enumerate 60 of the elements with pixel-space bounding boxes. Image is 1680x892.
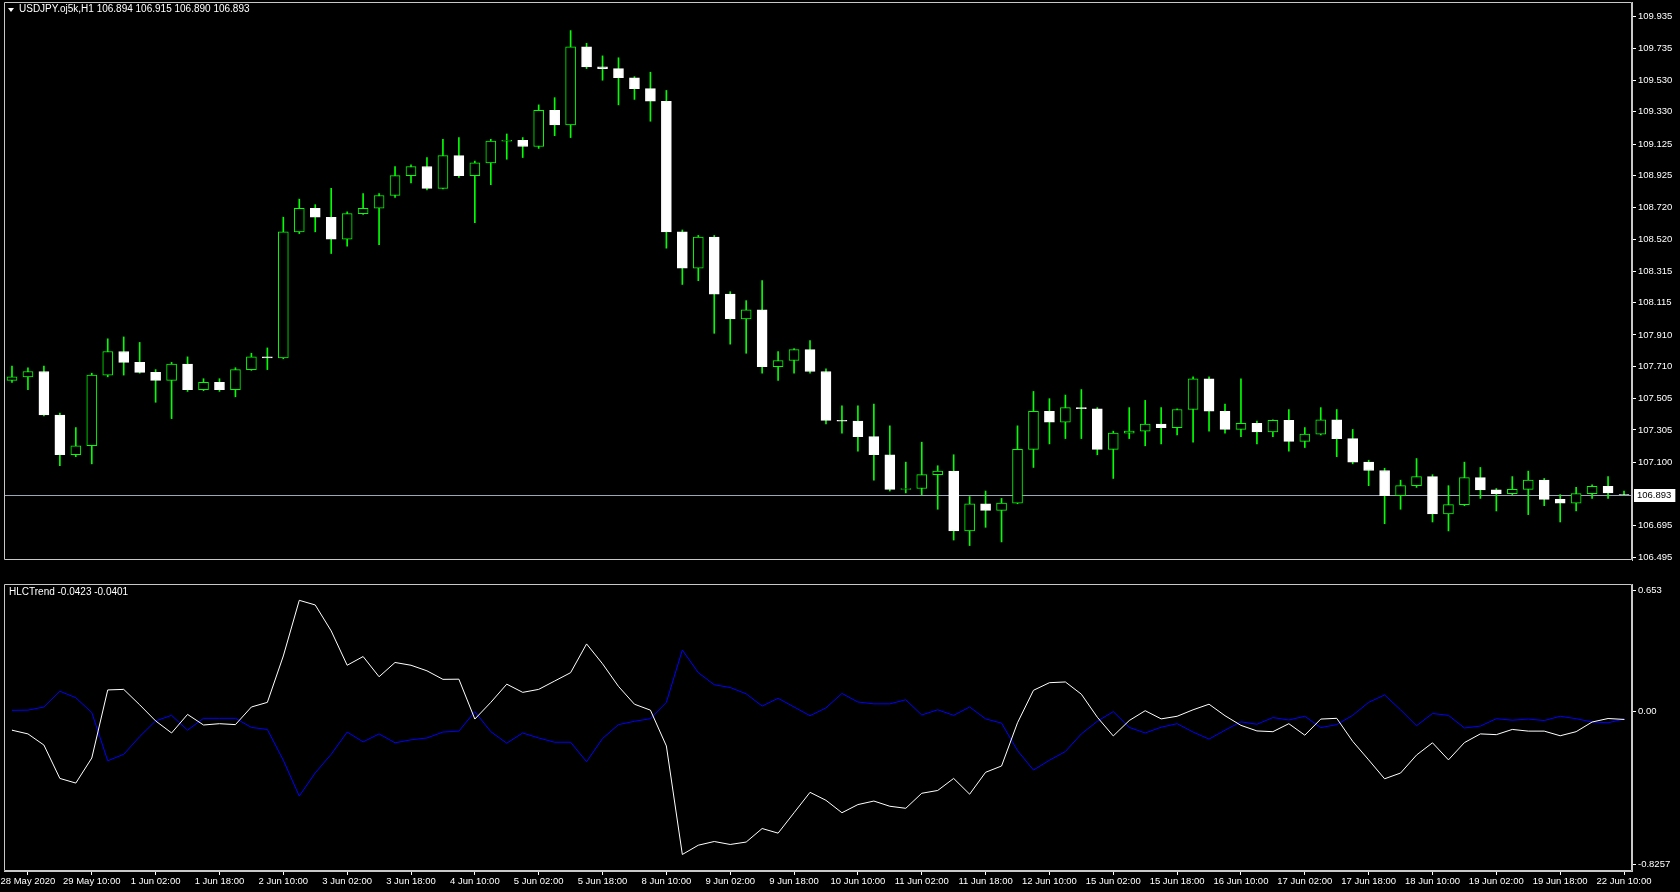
y-tick-label: 107.910 [1638,328,1673,340]
y-tick-label: 106.695 [1638,519,1673,531]
x-tick-label: 15 Jun 02:00 [1085,875,1141,887]
candlestick [740,300,752,354]
y-tick-label: 0.653 [1638,584,1662,596]
x-tick-label: 4 Jun 10:00 [450,875,500,887]
x-tick-label: 19 Jun 18:00 [1532,875,1588,887]
y-tick-label: 107.100 [1638,455,1673,467]
x-tick-label: 28 May 2020 [0,875,56,887]
y-tick-label: 106.495 [1638,550,1673,562]
candlestick [22,367,34,390]
y-tick-label: 108.315 [1638,264,1673,276]
chart-title: HLCTrend -0.0423 -0.0401 [9,586,129,598]
candlestick [1506,476,1518,495]
y-tick-label: 109.530 [1638,74,1673,86]
ref-line-label: 106.893 [1637,489,1672,501]
y-tick-label: 107.305 [1638,423,1673,435]
y-tick-label: 108.925 [1638,169,1673,181]
x-tick-label: 9 Jun 02:00 [705,875,756,887]
candlestick [1139,400,1151,447]
candlestick [772,351,784,381]
x-tick-label: 5 Jun 02:00 [513,875,564,887]
y-tick-label: 108.720 [1638,201,1673,213]
y-tick-label: 107.505 [1638,392,1673,404]
y-tick-label: 109.935 [1638,10,1673,22]
x-tick-label: 3 Jun 18:00 [386,875,436,887]
x-tick-label: 8 Jun 10:00 [641,875,692,887]
x-tick-label: 16 Jun 10:00 [1213,875,1269,887]
x-tick-label: 2 Jun 10:00 [258,875,309,887]
x-tick-label: 17 Jun 18:00 [1341,875,1397,887]
chart-title: USDJPY.oj5k,H1 106.894 106.915 106.890 106.893 [19,3,250,15]
x-tick-label: 11 Jun 02:00 [894,875,949,887]
x-tick-label: 29 May 10:00 [63,875,121,887]
x-tick-label: 19 Jun 02:00 [1468,875,1524,887]
x-tick-label: 9 Jun 18:00 [769,875,819,887]
y-tick-label: 109.330 [1638,105,1673,117]
y-tick-label: 108.520 [1638,232,1673,244]
candlestick [1522,470,1534,515]
y-tick-label: -0.8257 [1638,858,1671,870]
candlestick [932,465,944,510]
y-tick-label: 108.115 [1638,296,1672,308]
candlestick [1235,378,1247,438]
x-tick-label: 5 Jun 18:00 [577,875,628,887]
x-tick-label: 1 Jun 18:00 [194,875,245,887]
x-tick-label: 3 Jun 02:00 [322,875,372,887]
x-tick-label: 12 Jun 10:00 [1021,875,1077,887]
y-tick-label: 107.710 [1638,359,1673,371]
x-tick-label: 11 Jun 18:00 [958,875,1013,887]
y-tick-label: 109.125 [1638,137,1673,149]
y-tick-label: 0.00 [1638,705,1657,717]
x-tick-label: 1 Jun 02:00 [130,875,181,887]
x-tick-label: 18 Jun 10:00 [1405,875,1460,887]
y-tick-label: 109.735 [1638,41,1673,53]
candlestick [501,133,513,160]
x-tick-label: 10 Jun 10:00 [830,875,886,887]
x-tick-label: 15 Jun 18:00 [1149,875,1205,887]
x-tick-label: 17 Jun 02:00 [1277,875,1333,887]
candlestick [836,405,848,434]
candlestick [868,403,880,481]
x-tick-label: 22 Jun 10:00 [1596,875,1652,887]
